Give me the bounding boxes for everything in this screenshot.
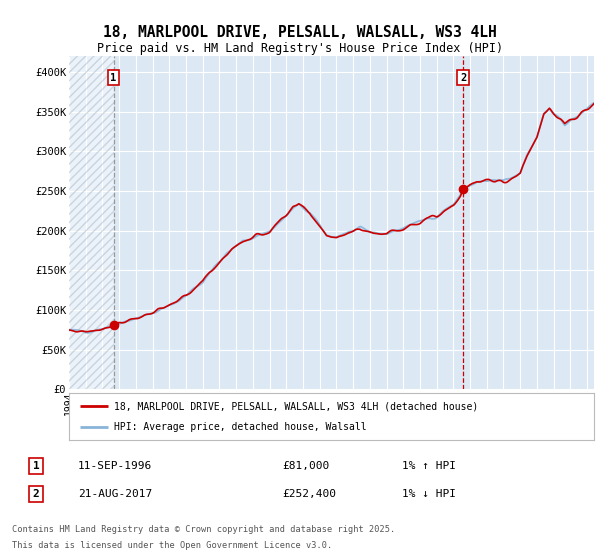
Text: 1% ↓ HPI: 1% ↓ HPI xyxy=(402,489,456,499)
Text: Price paid vs. HM Land Registry's House Price Index (HPI): Price paid vs. HM Land Registry's House … xyxy=(97,42,503,55)
Text: 11-SEP-1996: 11-SEP-1996 xyxy=(78,461,152,471)
Text: 2: 2 xyxy=(460,73,466,83)
Text: 1: 1 xyxy=(110,73,116,83)
Text: 21-AUG-2017: 21-AUG-2017 xyxy=(78,489,152,499)
Text: Contains HM Land Registry data © Crown copyright and database right 2025.: Contains HM Land Registry data © Crown c… xyxy=(12,525,395,534)
Text: 18, MARLPOOL DRIVE, PELSALL, WALSALL, WS3 4LH: 18, MARLPOOL DRIVE, PELSALL, WALSALL, WS… xyxy=(103,25,497,40)
Text: HPI: Average price, detached house, Walsall: HPI: Average price, detached house, Wals… xyxy=(113,422,366,432)
Text: This data is licensed under the Open Government Licence v3.0.: This data is licensed under the Open Gov… xyxy=(12,542,332,550)
Text: £81,000: £81,000 xyxy=(282,461,329,471)
Text: 18, MARLPOOL DRIVE, PELSALL, WALSALL, WS3 4LH (detached house): 18, MARLPOOL DRIVE, PELSALL, WALSALL, WS… xyxy=(113,401,478,411)
Text: 1% ↑ HPI: 1% ↑ HPI xyxy=(402,461,456,471)
Bar xyxy=(69,56,113,389)
Text: £252,400: £252,400 xyxy=(282,489,336,499)
Text: 1: 1 xyxy=(32,461,40,471)
Text: 2: 2 xyxy=(32,489,40,499)
